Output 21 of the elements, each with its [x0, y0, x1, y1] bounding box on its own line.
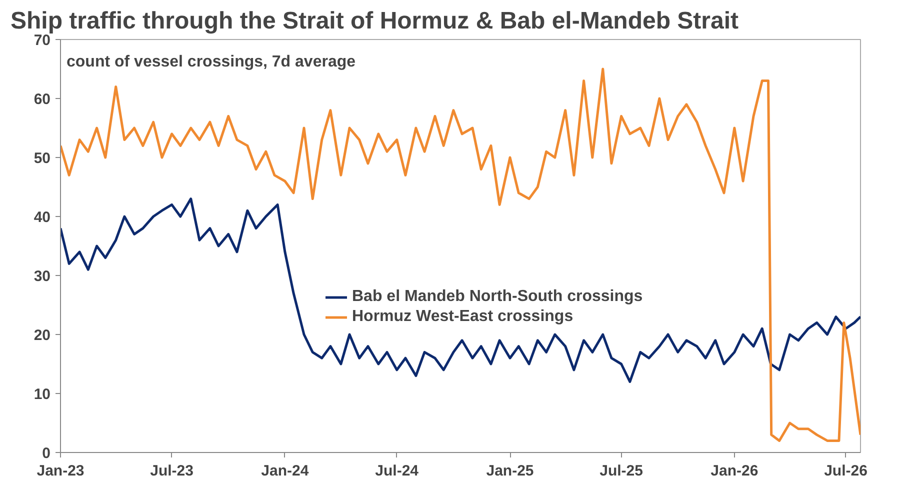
chart-title: Ship traffic through the Strait of Hormuz & Bab el-Mandeb Strait [10, 8, 739, 34]
y-tick-label: 70 [34, 32, 51, 49]
y-tick-label: 20 [34, 327, 51, 344]
y-tick-label: 10 [34, 386, 51, 403]
x-tick-label: Jan-25 [486, 462, 534, 480]
x-tick-label: Jul-24 [375, 462, 420, 480]
y-tick-label: 60 [34, 91, 51, 108]
y-tick-label: 0 [42, 445, 50, 462]
y-tick-label: 40 [34, 209, 51, 226]
legend-label: Bab el Mandeb North-South crossings [352, 288, 643, 306]
x-tick-label: Jan-24 [261, 462, 310, 480]
annotation: count of vessel crossings, 7d average [66, 54, 356, 70]
y-tick-label: 50 [34, 150, 51, 167]
x-tick-label: Jan-23 [36, 462, 84, 480]
y-tick-label: 30 [34, 268, 51, 285]
line-series [60, 198, 860, 383]
x-tick-label: Jul-26 [824, 462, 868, 480]
legend-label: Hormuz West-East crossings [352, 308, 574, 326]
x-tick-label: Jan-26 [710, 462, 758, 480]
x-tick-label: Jul-23 [150, 462, 194, 480]
x-tick-label: Jul-25 [600, 462, 643, 480]
